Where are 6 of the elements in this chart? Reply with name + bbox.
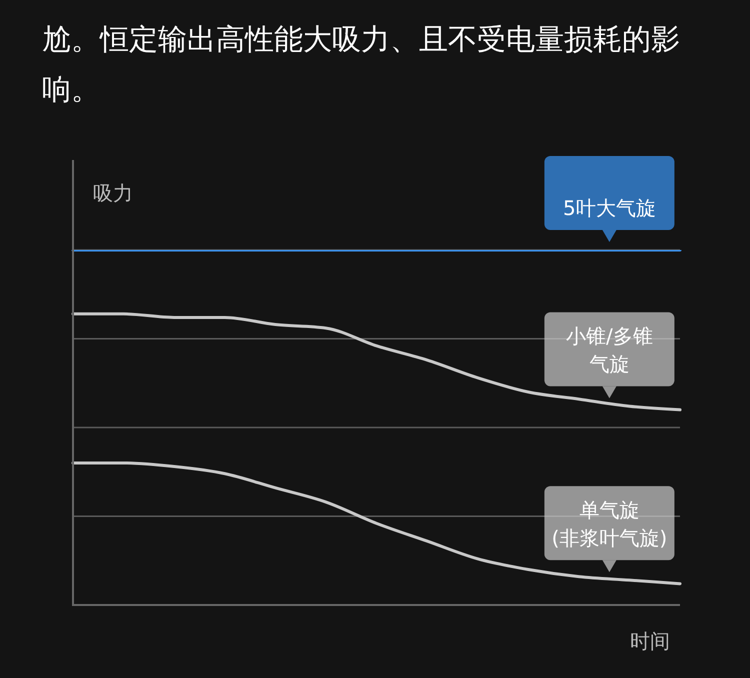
series-label: 单气旋(非浆叶气旋)	[550, 497, 668, 552]
y-axis-title: 吸力	[93, 181, 133, 205]
chart-subtitle: 尬。恒定输出高性能大吸力、且不受电量损耗的影响。	[42, 21, 681, 108]
series-label: 5叶大气旋	[562, 195, 657, 222]
series-label: 小锥/多锥气旋	[565, 323, 654, 378]
x-axis-title: 时间	[630, 629, 670, 653]
